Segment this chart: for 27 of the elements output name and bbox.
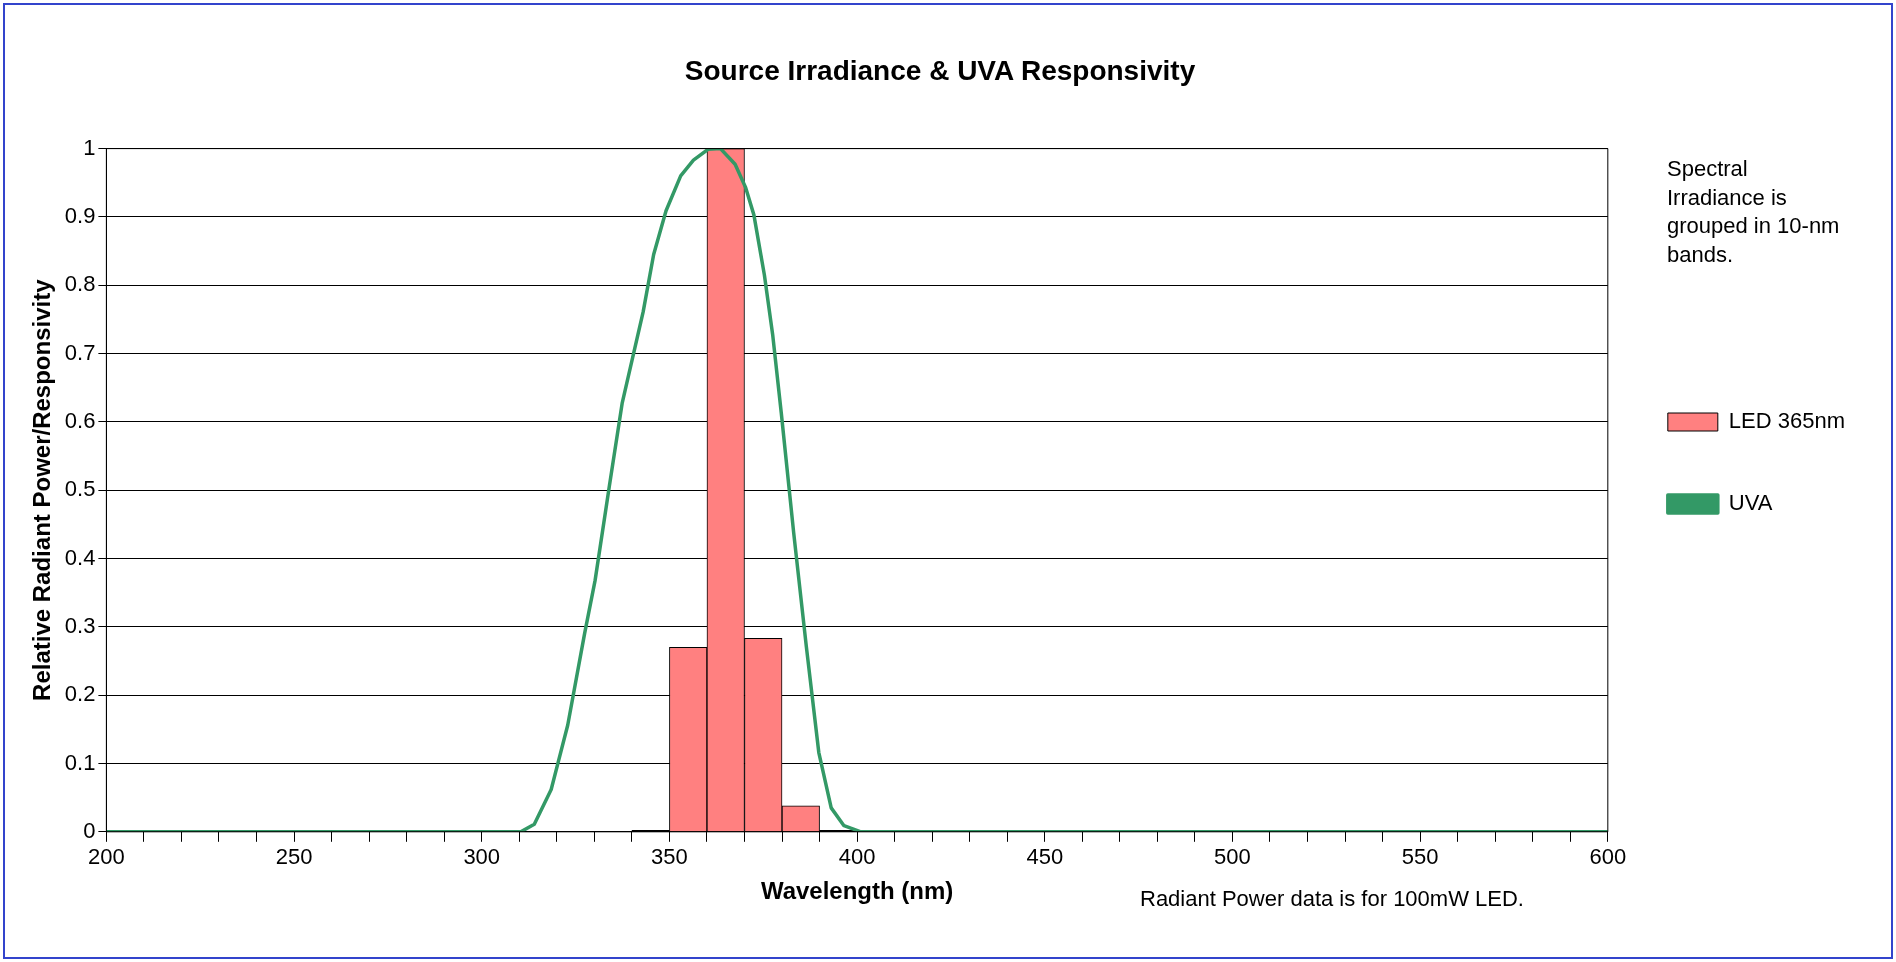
y-axis-title: Relative Radiant Power/Responsivity xyxy=(28,278,56,701)
text: Radiant Power data is for 100mW LED. xyxy=(1140,885,1524,913)
x-tick-label: 250 xyxy=(275,844,313,870)
x-tick-label: 500 xyxy=(1214,844,1251,870)
y-tick-label: 0 xyxy=(83,817,96,843)
y-tick-label: 0.6 xyxy=(64,407,96,433)
y-tick-label: 0.2 xyxy=(64,681,96,707)
y-tick-label: 0.7 xyxy=(64,339,96,365)
x-tick-label: 200 xyxy=(88,844,125,870)
x-tick-label: 350 xyxy=(651,844,688,870)
legend-label: LED 365nm xyxy=(1728,408,1846,434)
x-tick-label: 600 xyxy=(1589,844,1627,870)
chart-title: Source Irradiance & UVA Responsivity xyxy=(684,54,1196,86)
x-tick-label: 550 xyxy=(1401,844,1439,870)
y-tick-label: 0.5 xyxy=(64,476,96,502)
y-tick-label: 1 xyxy=(83,134,96,160)
y-tick-label: 0.4 xyxy=(64,544,96,570)
x-axis-title: Wavelength (nm) xyxy=(760,877,954,905)
text: Spectral Irradiance is grouped in 10-nm bands. xyxy=(1667,155,1841,269)
y-tick-label: 0.9 xyxy=(64,202,96,228)
legend-label: UVA xyxy=(1728,490,1773,516)
x-tick-label: 450 xyxy=(1026,844,1064,870)
x-tick-label: 300 xyxy=(463,844,501,870)
y-tick-label: 0.3 xyxy=(64,612,96,638)
y-tick-label: 0.8 xyxy=(64,271,96,297)
x-tick-label: 400 xyxy=(838,844,876,870)
y-tick-label: 0.1 xyxy=(64,749,96,775)
